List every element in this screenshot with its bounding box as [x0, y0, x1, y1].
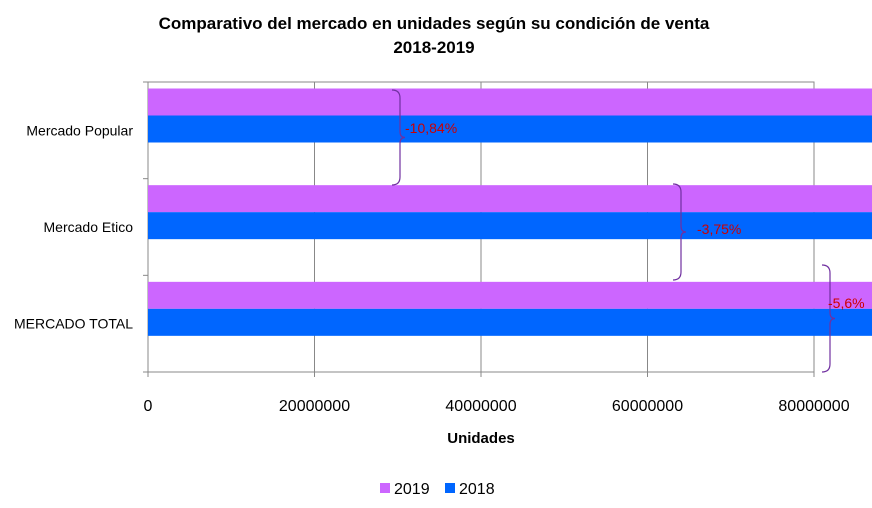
bar-2019 — [148, 88, 872, 116]
x-tick-label: 80000000 — [778, 398, 849, 415]
bar-2018 — [148, 115, 872, 143]
category-label: Mercado Etico — [44, 219, 134, 235]
x-axis-label: Unidades — [447, 430, 515, 447]
category-label: MERCADO TOTAL — [14, 316, 133, 332]
legend-swatch-2018 — [445, 483, 455, 493]
legend-label-2018: 2018 — [459, 481, 495, 498]
category-label: Mercado Popular — [26, 122, 133, 138]
x-tick-label: 40000000 — [445, 398, 516, 415]
change-percent-label: -10,84% — [405, 120, 457, 136]
legend-swatch-2019 — [380, 483, 390, 493]
chart-title-line2: 2018-2019 — [393, 38, 474, 57]
bracket — [821, 264, 836, 373]
change-percent-label: -5,6% — [828, 295, 865, 311]
x-tick-label: 0 — [144, 398, 153, 415]
bar-2019 — [148, 185, 872, 213]
bar-2018 — [148, 212, 872, 240]
x-tick-label: 60000000 — [612, 398, 683, 415]
bar-2018 — [148, 308, 872, 336]
bar-2019 — [148, 281, 872, 309]
plot-area: 0 20000000 40000000 60000000 80000000 Mercado… — [14, 81, 872, 415]
bracket — [391, 89, 406, 186]
chart-title-line1: Comparativo del mercado en unidades segú… — [159, 14, 710, 33]
bracket — [672, 183, 687, 281]
change-percent-label: -3,75% — [697, 221, 741, 237]
legend-label-2019: 2019 — [394, 481, 430, 498]
x-tick-label: 20000000 — [279, 398, 350, 415]
legend: 2019 2018 — [380, 481, 495, 498]
